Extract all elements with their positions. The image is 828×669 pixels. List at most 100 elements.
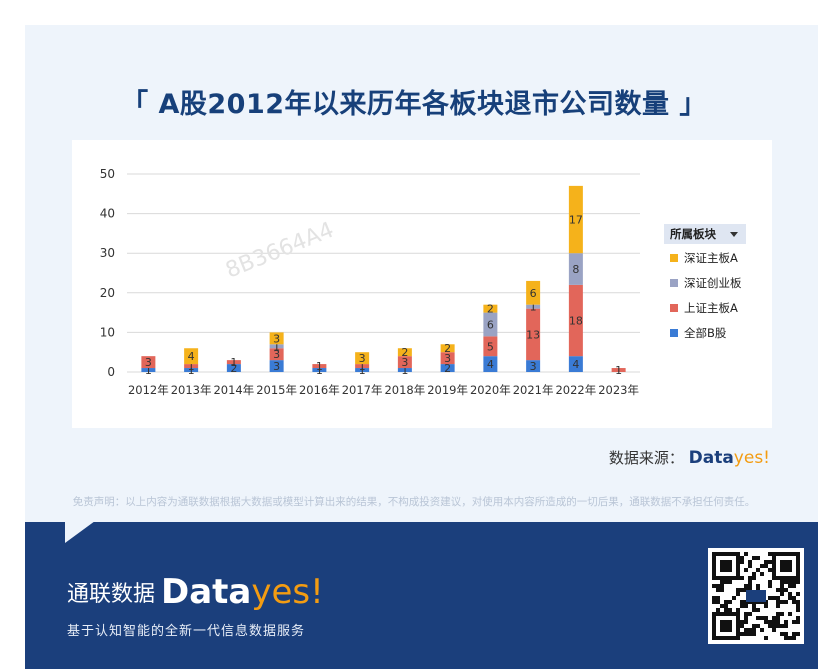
stacked-bar-chart: 010203040508B3664A4132012年1142013年212014… [100, 167, 746, 397]
data-label: 1 [359, 364, 366, 377]
bar-segment [312, 368, 327, 372]
data-label: 6 [487, 318, 494, 331]
data-label: 1 [316, 360, 323, 373]
data-label: 1 [401, 364, 408, 377]
data-label: 2 [444, 362, 451, 375]
footer-banner: 通联数据 Datayes! 基于认知智能的全新一代信息数据服务 [25, 521, 818, 669]
source-label: 数据来源： [608, 449, 684, 467]
footer-brand-accent: yes! [251, 572, 324, 612]
bar-segment [184, 348, 199, 365]
legend-swatch [670, 254, 678, 262]
legend-label: 深证主板A [684, 251, 738, 265]
data-label: 4 [572, 358, 579, 371]
x-tick-label: 2023年 [598, 383, 639, 397]
bar-segment [312, 364, 327, 369]
data-label: 2 [230, 362, 237, 375]
legend-swatch [670, 279, 678, 287]
bar-segment [526, 360, 541, 372]
legend-label: 深证创业板 [684, 276, 742, 290]
x-tick-label: 2012年 [128, 383, 169, 397]
bar-segment [440, 344, 455, 353]
data-label: 1 [273, 340, 280, 353]
bar-segment [355, 364, 370, 369]
footer-logo: 通联数据 Datayes! [67, 572, 324, 612]
data-label: 1 [188, 364, 195, 377]
data-label: 17 [569, 214, 583, 227]
bar-segment [568, 253, 583, 285]
bar-segment [568, 185, 583, 254]
footer-slogan: 基于认知智能的全新一代信息数据服务 [67, 624, 306, 639]
bar-segment [226, 360, 241, 365]
data-label: 3 [401, 356, 408, 369]
data-label: 1 [615, 364, 622, 377]
data-label: 3 [273, 348, 280, 361]
data-label: 13 [526, 328, 540, 341]
source-brand-main: Data [688, 448, 734, 468]
x-tick-label: 2015年 [256, 383, 297, 397]
bar-segment [526, 280, 541, 305]
page-title: 「 A股2012年以来历年各板块退市公司数量 」 [121, 89, 707, 120]
data-label: 1 [359, 360, 366, 373]
legend-header [664, 224, 746, 244]
qr-code-icon[interactable] [708, 548, 804, 644]
footer-brand-en: Datayes! [161, 572, 324, 612]
disclaimer: 免责声明：以上内容为通联数据根据大数据或模型计算出来的结果，不构成投资建议，对使… [72, 496, 756, 508]
legend-swatch [670, 304, 678, 312]
footer-brand-cn: 通联数据 [67, 582, 156, 607]
x-tick-label: 2020年 [470, 383, 511, 397]
data-label: 2 [444, 342, 451, 355]
x-tick-label: 2019年 [427, 383, 468, 397]
bar-segment [568, 284, 583, 357]
watermark-text: 8B3664A4 [222, 218, 337, 284]
x-tick-label: 2018年 [384, 383, 425, 397]
bar-segment [184, 368, 199, 372]
bar-segment [483, 304, 498, 313]
y-tick-label: 50 [100, 167, 115, 181]
data-label: 6 [530, 287, 537, 300]
bar-segment [483, 312, 498, 337]
data-label: 2 [487, 303, 494, 316]
bar-segment [397, 368, 412, 372]
bar-segment [568, 356, 583, 372]
data-label: 3 [273, 332, 280, 345]
data-label: 4 [487, 358, 494, 371]
legend-swatch [670, 329, 678, 337]
bar-segment [269, 332, 284, 345]
data-label: 1 [230, 356, 237, 369]
bar-segment [526, 308, 541, 361]
y-tick-label: 0 [107, 365, 115, 379]
data-label: 1 [530, 301, 537, 314]
bar-segment [269, 360, 284, 372]
data-label: 3 [359, 352, 366, 365]
data-label: 1 [188, 360, 195, 373]
bar-segment [397, 348, 412, 357]
data-label: 3 [530, 360, 537, 373]
x-tick-label: 2014年 [213, 383, 254, 397]
bar-segment [397, 356, 412, 369]
chart-panel: 0 10 20 30 40 50 8B3664A4 1 3 2012年 1 1 4 2013年 2 1 2014… [72, 140, 772, 428]
bar-segment [269, 344, 284, 349]
bar-segment [483, 336, 498, 357]
data-label: 5 [487, 340, 494, 353]
footer-notch [65, 521, 95, 543]
bar-segment [611, 368, 626, 372]
data-label: 1 [316, 364, 323, 377]
chevron-down-icon [730, 232, 738, 237]
footer-brand-main: Data [161, 572, 252, 612]
data-label: 3 [444, 352, 451, 365]
legend-label: 上证主板A [684, 301, 738, 315]
bar-segment [269, 348, 284, 361]
x-tick-label: 2016年 [299, 383, 340, 397]
source-brand: Datayes! [689, 448, 770, 468]
y-tick-label: 40 [100, 207, 115, 221]
data-label: 3 [273, 360, 280, 373]
x-tick-label: 2013年 [171, 383, 212, 397]
bar-segment [226, 364, 241, 372]
y-tick-label: 20 [100, 286, 115, 300]
x-tick-label: 2021年 [513, 383, 554, 397]
x-tick-label: 2022年 [555, 383, 596, 397]
bar-segment [355, 368, 370, 372]
bar-segment [526, 304, 541, 309]
data-label: 1 [145, 364, 152, 377]
y-tick-label: 10 [100, 325, 115, 339]
